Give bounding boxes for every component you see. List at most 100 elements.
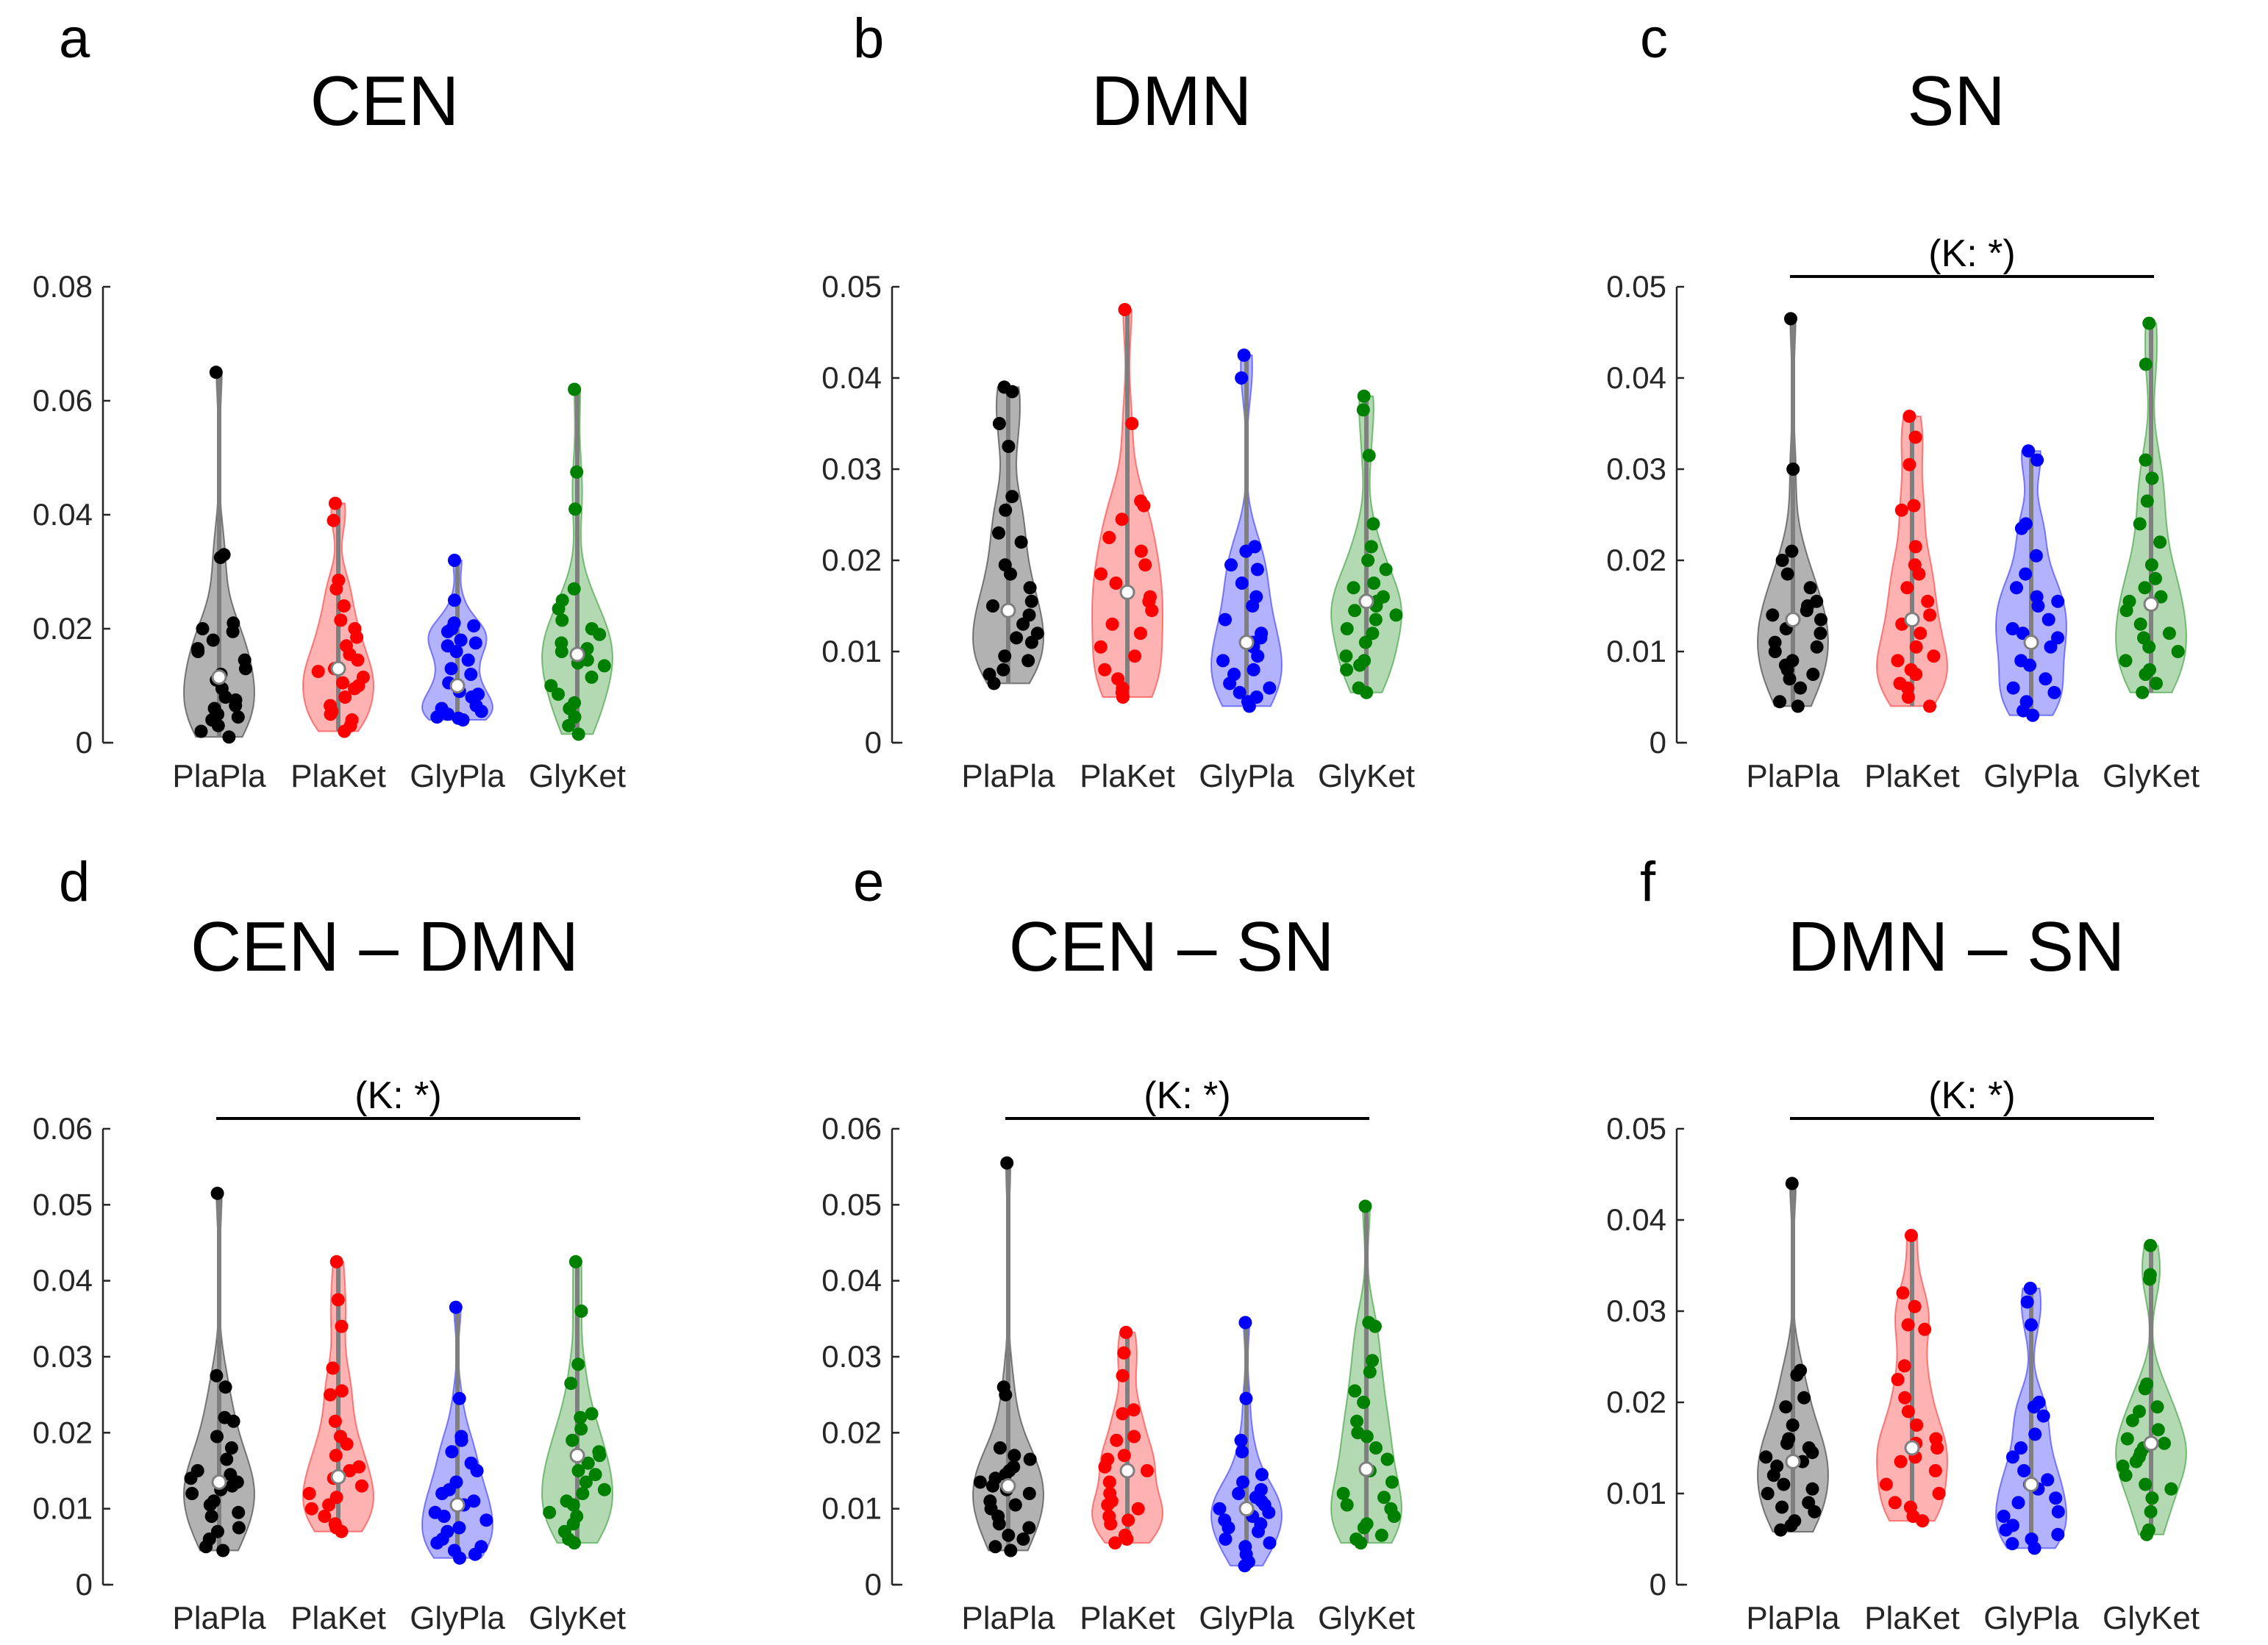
data-point bbox=[2026, 708, 2040, 722]
median-marker bbox=[1785, 1454, 1801, 1470]
data-point bbox=[1263, 681, 1277, 695]
category-label: PlaKet bbox=[1080, 758, 1175, 794]
data-point bbox=[1102, 1475, 1116, 1489]
data-point bbox=[1235, 1445, 1249, 1459]
data-point bbox=[2164, 1482, 2178, 1496]
data-point bbox=[304, 1502, 318, 1516]
data-point bbox=[1219, 613, 1232, 627]
data-point bbox=[1238, 1559, 1252, 1573]
data-point bbox=[2051, 1505, 2065, 1519]
data-point bbox=[1908, 1299, 1922, 1313]
data-point bbox=[2027, 1400, 2041, 1414]
data-point bbox=[1379, 563, 1393, 577]
data-point bbox=[585, 1407, 599, 1421]
data-point bbox=[232, 1505, 246, 1519]
data-point bbox=[2139, 357, 2153, 371]
data-point bbox=[1356, 403, 1370, 417]
panel-a: a CEN 0 0.02 0.04 0.06 0.08 PlaPla PlaKet GlyPla G… bbox=[32, 7, 626, 794]
data-point bbox=[324, 1388, 338, 1402]
data-point bbox=[1928, 1464, 1942, 1477]
data-point bbox=[1366, 517, 1380, 531]
data-point bbox=[209, 365, 223, 379]
data-point bbox=[1794, 681, 1808, 695]
data-point bbox=[1910, 1419, 1924, 1432]
data-point bbox=[1775, 1500, 1789, 1514]
data-point bbox=[1896, 1286, 1910, 1300]
data-point bbox=[2144, 1505, 2158, 1519]
data-point bbox=[568, 1536, 581, 1550]
data-point bbox=[1380, 1452, 1394, 1466]
data-point bbox=[1797, 1391, 1811, 1405]
data-point bbox=[1923, 608, 1937, 622]
data-point bbox=[2005, 622, 2019, 635]
data-point bbox=[2140, 494, 2154, 508]
data-point bbox=[571, 1464, 585, 1477]
data-point bbox=[1250, 563, 1264, 577]
data-point bbox=[1134, 544, 1148, 558]
y-tick-label: 0.05 bbox=[32, 1187, 93, 1221]
median-marker bbox=[211, 669, 227, 685]
data-point bbox=[1805, 1446, 1819, 1460]
y-tick-label: 0.05 bbox=[1606, 269, 1666, 304]
data-point bbox=[448, 593, 461, 607]
data-point bbox=[1005, 490, 1019, 504]
median-marker bbox=[1904, 1440, 1920, 1456]
y-tick-label: 0.05 bbox=[821, 1187, 882, 1221]
data-point bbox=[1117, 1449, 1131, 1463]
data-point bbox=[2017, 1464, 2031, 1477]
data-point bbox=[1814, 613, 1827, 627]
data-point bbox=[1102, 531, 1116, 544]
data-point bbox=[1790, 1368, 1804, 1382]
panel-letter: d bbox=[59, 851, 90, 913]
data-point bbox=[1002, 1528, 1016, 1542]
data-point bbox=[2019, 567, 2033, 581]
data-point bbox=[1137, 499, 1151, 513]
data-point bbox=[1903, 457, 1916, 471]
data-point bbox=[2119, 604, 2133, 618]
data-point bbox=[2014, 521, 2028, 535]
data-point bbox=[1094, 640, 1108, 654]
category-label: PlaPla bbox=[961, 758, 1055, 794]
data-point bbox=[1761, 1487, 1775, 1500]
data-point bbox=[1005, 385, 1019, 399]
data-point bbox=[1247, 663, 1260, 677]
data-point bbox=[464, 668, 478, 681]
data-point bbox=[2151, 1423, 2165, 1437]
data-point bbox=[2025, 1318, 2038, 1332]
data-point bbox=[1909, 640, 1923, 654]
data-point bbox=[1785, 1177, 1799, 1191]
data-point bbox=[1110, 1433, 1124, 1447]
category-label: PlaPla bbox=[172, 758, 266, 794]
data-point bbox=[1908, 540, 1922, 554]
violin-plapla bbox=[971, 1156, 1045, 1557]
data-point bbox=[2129, 1455, 2143, 1469]
median-marker bbox=[1358, 1461, 1374, 1477]
panel-e: e CEN – SN 0 0.01 0.02 0.03 0.04 0.05 0.06 PlaPla… bbox=[821, 851, 1415, 1636]
data-point bbox=[1385, 1475, 1399, 1489]
data-point bbox=[1357, 1396, 1371, 1409]
data-point bbox=[2138, 1382, 2152, 1396]
data-point bbox=[1251, 649, 1265, 663]
violin-glypla bbox=[421, 554, 494, 727]
data-point bbox=[229, 699, 243, 713]
median-marker bbox=[569, 646, 585, 663]
data-point bbox=[1387, 1510, 1401, 1523]
data-point bbox=[1900, 581, 1914, 595]
y-tick-label: 0.05 bbox=[821, 269, 882, 304]
violin-glyket bbox=[1330, 1199, 1403, 1550]
data-point bbox=[1357, 389, 1371, 403]
violin-plapla bbox=[971, 380, 1045, 691]
data-point bbox=[322, 1498, 336, 1512]
data-point bbox=[1783, 672, 1797, 686]
data-point bbox=[585, 670, 599, 684]
data-point bbox=[2145, 471, 2159, 485]
category-label: GlyKet bbox=[2103, 1600, 2200, 1636]
violin-plaket bbox=[1091, 1325, 1163, 1550]
data-point bbox=[337, 599, 351, 613]
data-point bbox=[1233, 685, 1247, 699]
data-point bbox=[987, 677, 1001, 691]
panel-letter: c bbox=[1640, 7, 1668, 70]
violin-glypla bbox=[1210, 1316, 1283, 1573]
data-point bbox=[1239, 544, 1253, 558]
